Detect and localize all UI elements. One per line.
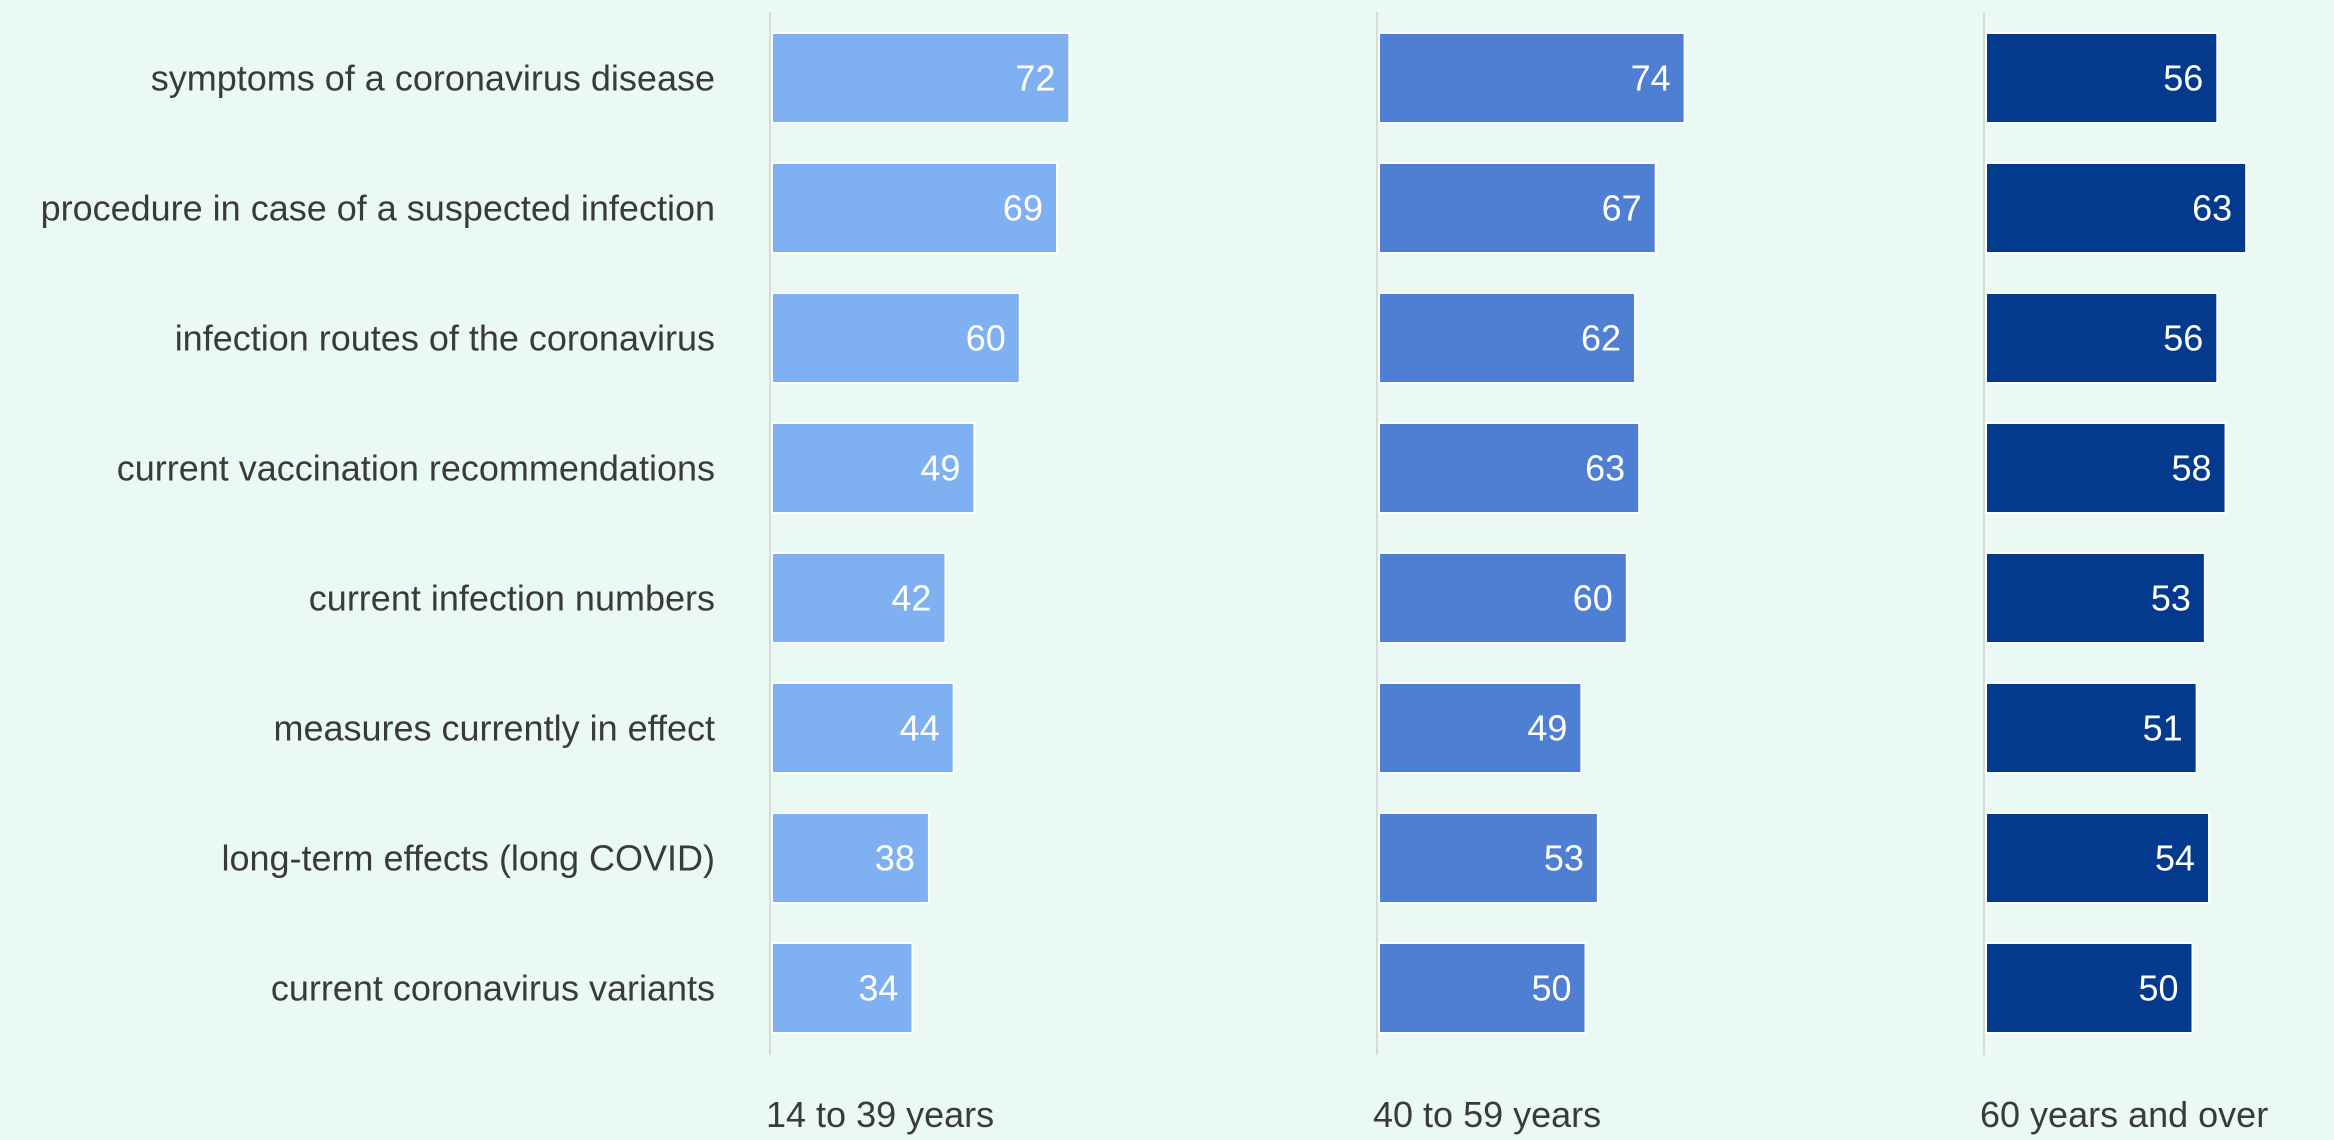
bar [1985,812,2211,904]
bar [1378,162,1657,254]
bar [1985,682,2198,774]
bar [1378,292,1637,384]
bar [771,552,947,644]
bar [771,422,976,514]
data-label: 56 [2163,318,2203,359]
bar [771,162,1058,254]
data-label: 49 [1527,708,1567,749]
category-labels: symptoms of a coronavirus disease procedu… [41,58,715,1009]
bar [771,942,914,1034]
category-label: measures currently in effect [273,708,715,749]
data-label: 51 [2143,708,2183,749]
bar [1985,942,2194,1034]
bar [1985,162,2248,254]
data-label: 42 [891,578,931,619]
bar [1378,812,1599,904]
data-label: 74 [1631,58,1671,99]
bar [1985,422,2227,514]
data-label: 53 [1544,838,1584,879]
data-label: 63 [2192,188,2232,229]
data-label: 50 [1531,968,1571,1009]
data-label: 60 [966,318,1006,359]
data-label: 53 [2151,578,2191,619]
bar [1378,422,1641,514]
chart-panels: 72 69 60 49 42 44 38 34 14 to 39 years 74 67 62 63 60… [766,12,2268,1135]
panel-1: 72 69 60 49 42 44 38 34 14 to 39 years [766,12,1071,1135]
bar [1378,682,1583,774]
data-label: 69 [1003,188,1043,229]
bar [771,292,1021,384]
bar [771,32,1071,124]
data-label: 67 [1602,188,1642,229]
data-label: 38 [875,838,915,879]
data-label: 50 [2138,968,2178,1009]
category-label: current coronavirus variants [271,968,715,1009]
data-label: 49 [920,448,960,489]
data-label: 72 [1015,58,1055,99]
category-label: symptoms of a coronavirus disease [151,58,715,99]
panel-3: 56 63 56 58 53 51 54 50 60 years and over [1980,12,2268,1135]
panel-2: 74 67 62 63 60 49 53 50 40 to 59 years [1373,12,1686,1135]
series-label: 60 years and over [1980,1094,2268,1135]
bar [1985,552,2206,644]
bar [1378,32,1686,124]
bar [1985,292,2219,384]
data-label: 63 [1585,448,1625,489]
bar [1378,552,1628,644]
bar [771,682,955,774]
data-label: 54 [2155,838,2195,879]
category-label: infection routes of the coronavirus [175,318,715,359]
data-label: 56 [2163,58,2203,99]
data-label: 58 [2171,448,2211,489]
category-label: current vaccination recommendations [117,448,715,489]
bar [1985,32,2219,124]
bar [771,812,930,904]
category-label: procedure in case of a suspected infecti… [41,188,715,229]
data-label: 44 [900,708,940,749]
category-label: current infection numbers [309,578,715,619]
category-label: long-term effects (long COVID) [221,838,715,879]
series-label: 40 to 59 years [1373,1094,1601,1135]
data-label: 60 [1573,578,1613,619]
data-label: 62 [1581,318,1621,359]
data-label: 34 [858,968,898,1009]
bar [1378,942,1587,1034]
series-label: 14 to 39 years [766,1094,994,1135]
